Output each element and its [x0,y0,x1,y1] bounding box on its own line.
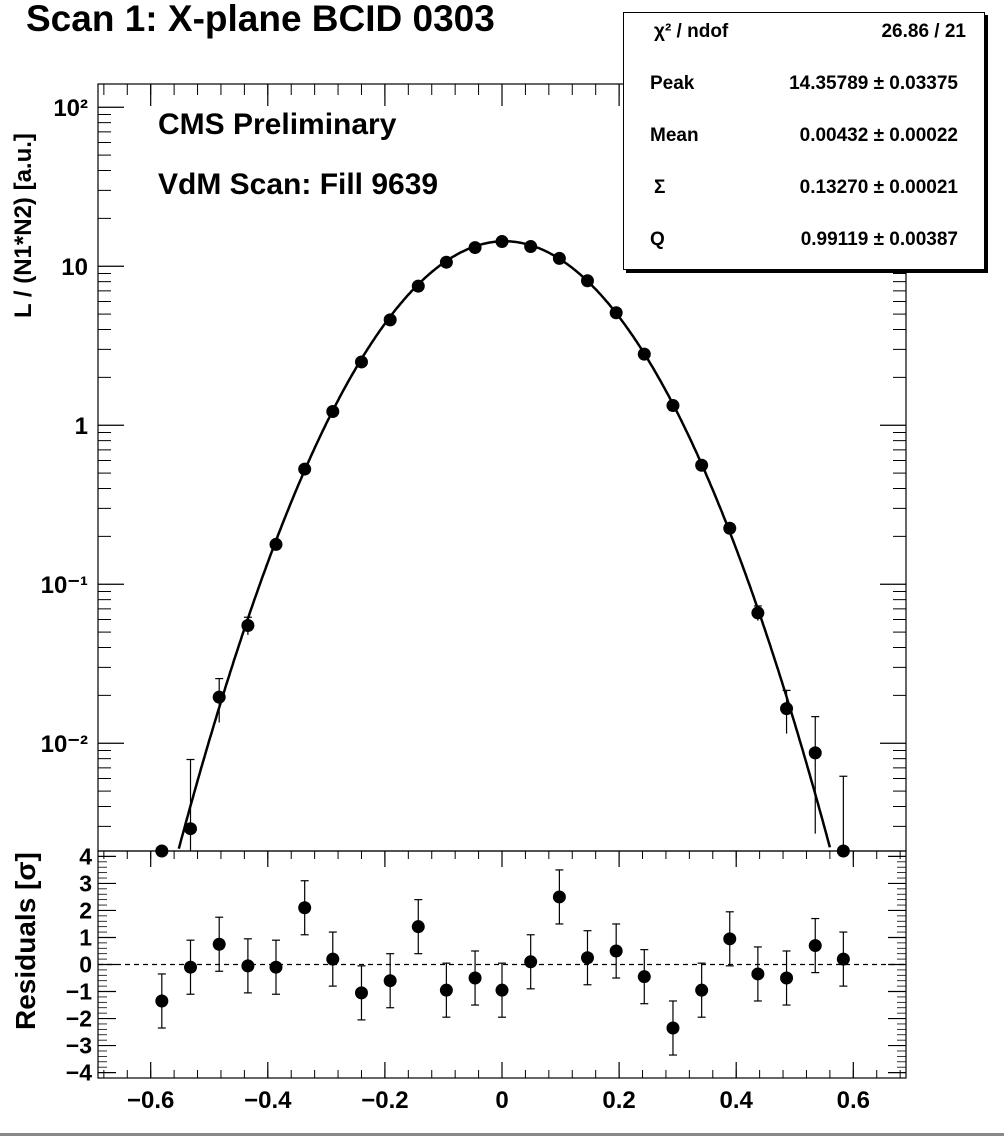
data-point [212,690,226,704]
main-y-axis: 10² 10 1 10⁻¹ 10⁻² [41,95,906,827]
data-point [354,355,368,369]
data-point [723,521,737,535]
res-tick-label: 4 [79,843,92,869]
res-tick-label: 2 [79,897,92,923]
data-point [666,399,680,413]
residual-point [495,983,509,997]
residual-point [552,890,566,904]
res-tick-label: −4 [66,1060,92,1086]
data-point [241,619,255,633]
stats-row-q: Q 0.99119 ± 0.00387 [624,229,984,255]
residual-point [354,986,368,1000]
x-tick-label: 0.4 [720,1087,754,1114]
data-point [580,274,594,288]
main-data-points [155,235,850,858]
residual-point [580,951,594,965]
stats-name: χ² / ndof [654,21,729,42]
data-point [468,241,482,255]
data-point [495,235,509,249]
residual-point [411,920,425,934]
residual-point [751,967,765,981]
data-point [780,702,794,716]
residual-point [723,932,737,946]
res-tick-label: −2 [66,1006,92,1032]
residual-point [695,983,709,997]
data-point [184,822,198,836]
stats-row-mean: Mean 0.00432 ± 0.00022 [624,125,984,151]
res-tick-label: 0 [79,952,92,978]
residual-point [468,971,482,985]
data-point [609,306,623,320]
residual-point [155,994,169,1008]
res-tick-label: 1 [79,924,92,950]
x-tick-label: 0.6 [837,1087,870,1114]
data-point [269,537,283,551]
data-point [552,251,566,265]
y-tick-label: 10⁻¹ [41,572,88,599]
stats-value: 14.35789 ± 0.03375 [789,73,958,94]
stats-row-peak: Peak 14.35789 ± 0.03375 [624,73,984,99]
x-tick-label: 0 [495,1087,508,1114]
residual-point [269,960,283,974]
stats-name: Mean [650,125,699,146]
residual-y-axis-label: Residuals [σ] [10,852,41,1030]
residual-point [184,960,198,974]
stats-value: 26.86 / 21 [881,21,966,42]
y-tick-label: 10² [53,95,88,122]
stats-name: Σ [654,177,666,198]
res-tick-label: −3 [66,1033,92,1059]
window-bottom-border [0,1133,1004,1136]
residual-point [637,970,651,984]
y-tick-label: 10⁻² [41,731,88,758]
fill-label: VdM Scan: Fill 9639 [158,168,439,201]
stats-value: 0.99119 ± 0.00387 [800,229,958,250]
plot-title: Scan 1: X-plane BCID 0303 [26,0,495,39]
data-point [383,313,397,327]
fit-stats-box: χ² / ndof 26.86 / 21 Peak 14.35789 ± 0.0… [623,12,985,270]
data-point [524,240,538,254]
residual-point [241,959,255,973]
residual-point [836,952,850,966]
residual-data-points [155,869,850,1056]
stats-value: 0.13270 ± 0.00021 [799,177,958,198]
stats-name: Peak [650,73,695,94]
res-tick-label: 3 [79,870,92,896]
stats-row-chi2: χ² / ndof 26.86 / 21 [624,21,984,47]
stats-name: Q [650,229,665,250]
residual-point [780,971,794,985]
data-point [637,347,651,361]
main-y-axis-label: L / (N1*N2) [a.u.] [10,133,37,318]
residual-point [609,944,623,958]
residual-point [298,901,312,915]
res-tick-label: −1 [66,979,92,1005]
residual-point [439,983,453,997]
x-axis: −0.6 −0.4 −0.2 0 0.2 0.4 0.6 [103,84,901,1114]
residual-point [524,955,538,969]
residual-point [808,939,822,953]
x-tick-label: 0.2 [602,1087,635,1114]
data-point [326,405,340,419]
data-point [808,746,822,760]
x-tick-label: −0.2 [361,1087,408,1114]
data-point [411,279,425,293]
data-point [439,255,453,269]
residual-point [383,974,397,988]
y-tick-label: 10 [61,254,88,281]
data-point [695,458,709,472]
cms-preliminary-label: CMS Preliminary [158,108,397,141]
residual-point [666,1021,680,1035]
x-tick-label: −0.4 [244,1087,292,1114]
y-tick-label: 1 [75,413,88,440]
stats-value: 0.00432 ± 0.00022 [799,125,958,146]
residual-point [212,937,226,951]
data-point [751,606,765,620]
data-point [298,462,312,476]
stats-row-sigma: Σ 0.13270 ± 0.00021 [624,177,984,203]
residual-point [326,952,340,966]
x-tick-label: −0.6 [127,1087,174,1114]
